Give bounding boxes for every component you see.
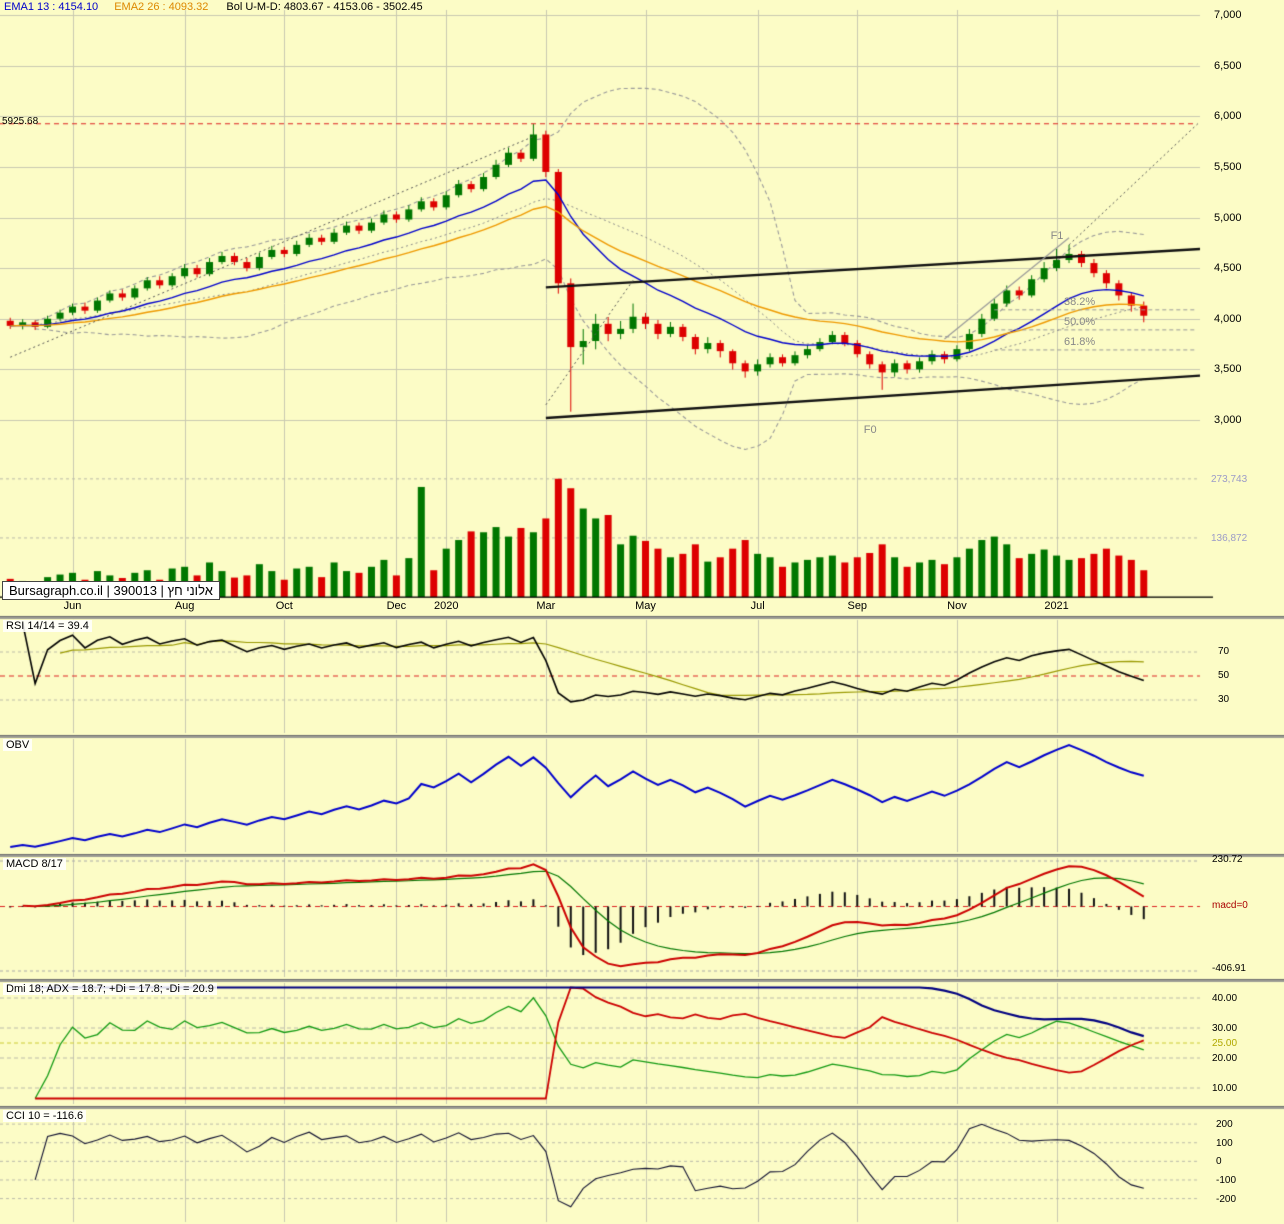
ema1-readout: EMA1 13 : 4154.10 [4,1,99,13]
price-axis-label: 6,500 [1214,59,1242,72]
x-axis-month-label: Nov [947,600,967,612]
fib-anchor-label: F1 [1050,229,1064,242]
price-axis-label: 4,000 [1214,312,1242,325]
rsi-axis-label: 50 [1218,670,1230,681]
price-axis-label: 5,500 [1214,160,1242,173]
price-axis-label: 7,000 [1214,9,1242,21]
cci-axis-label: -200 [1216,1193,1237,1205]
ema2-readout: EMA2 26 : 4093.32 [114,1,209,13]
watermark-symbol-label: Bursagraph.co.il | 390013 | אלוני חץ [2,581,220,600]
x-axis-month-label: Mar [536,600,556,612]
cci-axis-label: 0 [1216,1156,1222,1168]
cci-axis-label: 100 [1216,1137,1233,1149]
x-axis-month-label: Sep [847,600,868,612]
dmi-axis-label: 10.00 [1212,1083,1238,1094]
cci-axis-label: -100 [1216,1174,1237,1186]
macd-panel-label: MACD 8/17 [3,858,66,870]
x-axis-month-label: Aug [174,600,195,612]
dmi-axis-label: 30.00 [1212,1023,1238,1034]
x-axis-month-label: Jun [63,600,82,612]
x-axis-month-label: Dec [386,600,407,612]
fib-level-label: 38.2% [1064,295,1096,308]
obv-panel-label: OBV [3,739,33,751]
price-axis-label: 3,500 [1214,363,1242,376]
dmi-axis-label: 20.00 [1212,1053,1238,1064]
volume-axis-label: 273,743 [1211,473,1248,485]
price-axis-label: 3,000 [1214,414,1242,426]
rsi-panel-label: RSI 14/14 = 39.4 [3,620,92,632]
x-axis-month-label: 2021 [1044,600,1069,612]
price-axis-label: 6,000 [1214,110,1242,123]
fib-level-label: 50.0% [1064,315,1096,328]
macd-zero-label: macd=0 [1212,900,1248,912]
x-axis-month-label: May [635,600,656,612]
macd-min-label: -406.91 [1212,963,1246,974]
rsi-axis-label: 70 [1218,646,1230,657]
volume-axis-label: 136,872 [1211,532,1248,544]
bollinger-readout: Bol U-M-D: 4803.67 - 4153.06 - 3502.45 [226,1,423,13]
fib-anchor-label: F0 [863,424,877,437]
price-axis-label: 4,500 [1214,262,1242,275]
alert-price-label: 5925.68 [2,116,39,127]
indicator-header: EMA1 13 : 4154.10 EMA2 26 : 4093.32 Bol … [4,1,423,13]
dmi-panel-label: Dmi 18; ADX = 18.7; +Di = 17.8; -Di = 20… [3,983,217,995]
cci-panel-label: CCI 10 = -116.6 [3,1110,87,1122]
dmi-axis-label: 40.00 [1212,993,1238,1004]
fib-level-label: 61.8% [1064,335,1096,348]
macd-max-label: 230.72 [1212,854,1243,865]
x-axis-month-label: 2020 [433,600,459,612]
cci-axis-label: 200 [1216,1119,1233,1131]
x-axis-month-label: Jul [750,600,765,612]
x-axis-month-label: Oct [275,600,293,612]
rsi-axis-label: 30 [1218,694,1230,705]
price-axis-label: 5,000 [1214,211,1242,224]
dmi-axis-label: 25.00 [1212,1038,1238,1049]
